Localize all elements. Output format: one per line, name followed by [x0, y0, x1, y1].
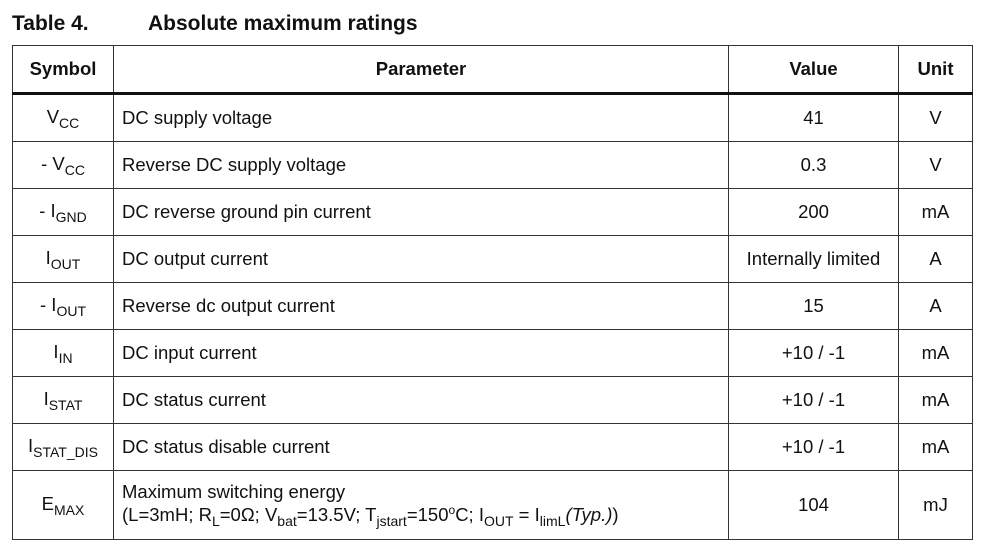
- parameter-text: DC status disable current: [122, 436, 330, 457]
- condition-part: =150: [406, 504, 449, 525]
- table-number: Table 4.: [12, 12, 89, 35]
- table-row: IIN DC input current +10 / -1 mA: [12, 329, 973, 377]
- unit-cell: mA: [898, 188, 973, 236]
- table-row: - IOUT Reverse dc output current 15 A: [12, 282, 973, 330]
- condition-part: OUT: [483, 513, 514, 529]
- header-cell: Symbol: [12, 45, 114, 95]
- parameter-text: DC input current: [122, 342, 257, 363]
- symbol-main: - I: [39, 199, 56, 221]
- parameter-text: Reverse DC supply voltage: [122, 154, 347, 175]
- symbol-main: I: [53, 340, 59, 362]
- symbol-cell: EMAX: [12, 470, 114, 540]
- parameter-text: DC supply voltage: [122, 107, 273, 128]
- value-cell: +10 / -1: [728, 329, 899, 377]
- symbol-main: - V: [41, 152, 65, 174]
- parameter-cell: DC reverse ground pin current: [113, 188, 729, 236]
- symbol-cell: IOUT: [12, 235, 114, 283]
- parameter-cell: Maximum switching energy (L=3mH; RL=0Ω; V…: [113, 470, 729, 540]
- symbol-sub: OUT: [50, 255, 81, 272]
- table-row: ISTAT_DIS DC status disable current +10 / …: [12, 423, 973, 471]
- table-row: - IGND DC reverse ground pin current 200 mA: [12, 188, 973, 236]
- ratings-table: Symbol Parameter Value Unit VCC DC supply vo…: [12, 45, 973, 540]
- value-cell: 200: [728, 188, 899, 236]
- value-cell: 104: [728, 470, 899, 540]
- symbol-sub: MAX: [54, 501, 85, 518]
- symbol-main: I: [28, 434, 34, 456]
- value-cell: 0.3: [728, 141, 899, 189]
- symbol-main: V: [46, 105, 60, 127]
- condition: (L=3mH; RL=0Ω; Vbat=13.5V; Tjstart=150oC…: [122, 503, 728, 529]
- symbol-sub: GND: [55, 208, 87, 225]
- symbol-cell: - IGND: [12, 188, 114, 236]
- condition-part: jstart: [376, 513, 407, 529]
- unit-cell: A: [898, 235, 973, 283]
- unit-cell: V: [898, 141, 973, 189]
- unit-cell: mA: [898, 423, 973, 471]
- unit-cell: mJ: [898, 470, 973, 540]
- table-row: VCC DC supply voltage 41 V: [12, 93, 973, 142]
- symbol-cell: - VCC: [12, 141, 114, 189]
- unit-cell: A: [898, 282, 973, 330]
- symbol-sub: CC: [64, 161, 85, 178]
- symbol-sub: CC: [59, 114, 80, 131]
- table-row: IOUT DC output current Internally limited A: [12, 235, 973, 283]
- condition-part: limL: [539, 513, 566, 529]
- value-cell: +10 / -1: [728, 376, 899, 424]
- symbol-sub: STAT_DIS: [33, 443, 98, 460]
- parameter-cell: DC output current: [113, 235, 729, 283]
- condition-part: =13.5V; T: [296, 504, 377, 525]
- symbol-sub: STAT: [48, 396, 83, 413]
- symbol-cell: IIN: [12, 329, 114, 377]
- condition-part: ): [612, 504, 619, 525]
- unit-cell: V: [898, 93, 973, 142]
- parameter-cell: Reverse DC supply voltage: [113, 141, 729, 189]
- symbol-cell: ISTAT_DIS: [12, 423, 114, 471]
- condition-part: (L=3mH; R: [122, 504, 212, 525]
- symbol-main: E: [41, 492, 54, 514]
- value-cell: Internally limited: [728, 235, 899, 283]
- header-cell: Unit: [898, 45, 973, 95]
- parameter-text: DC reverse ground pin current: [122, 201, 371, 222]
- header-row: Symbol Parameter Value Unit: [12, 45, 973, 95]
- header-cell: Parameter: [113, 45, 729, 95]
- parameter-cell: DC supply voltage: [113, 93, 729, 142]
- symbol-main: I: [43, 387, 49, 409]
- unit-cell: mA: [898, 329, 973, 377]
- table-row: ISTAT DC status current +10 / -1 mA: [12, 376, 973, 424]
- unit-cell: mA: [898, 376, 973, 424]
- table-row: EMAX Maximum switching energy (L=3mH; RL=0…: [12, 470, 973, 540]
- symbol-sub: IN: [58, 349, 73, 366]
- condition-part: bat: [277, 513, 297, 529]
- condition-part: (Typ.): [565, 504, 613, 525]
- parameter-cell: DC status current: [113, 376, 729, 424]
- parameter-text: DC status current: [122, 389, 266, 410]
- condition-part: L: [211, 513, 220, 529]
- symbol-cell: VCC: [12, 93, 114, 142]
- condition-part: C; I: [455, 504, 484, 525]
- condition-part: =0Ω; V: [219, 504, 278, 525]
- parameter-text: DC output current: [122, 248, 269, 269]
- symbol-main: I: [45, 246, 51, 268]
- table-title: Absolute maximum ratings: [148, 12, 418, 35]
- table-row: - VCC Reverse DC supply voltage 0.3 V: [12, 141, 973, 189]
- condition-part: = I: [513, 504, 540, 525]
- symbol-main: - I: [39, 293, 57, 315]
- header-cell: Value: [728, 45, 899, 95]
- symbol-cell: - IOUT: [12, 282, 114, 330]
- symbol-sub: OUT: [56, 302, 86, 319]
- table-body: VCC DC supply voltage 41 V - VCC Reverse DC s…: [12, 93, 973, 540]
- value-cell: +10 / -1: [728, 423, 899, 471]
- parameter-text: Maximum switching energy: [122, 481, 346, 502]
- parameter-cell: Reverse dc output current: [113, 282, 729, 330]
- value-cell: 15: [728, 282, 899, 330]
- parameter-cell: DC status disable current: [113, 423, 729, 471]
- symbol-cell: ISTAT: [12, 376, 114, 424]
- value-cell: 41: [728, 93, 899, 142]
- parameter-cell: DC input current: [113, 329, 729, 377]
- parameter-text: Reverse dc output current: [122, 295, 335, 316]
- condition-part: o: [448, 503, 456, 517]
